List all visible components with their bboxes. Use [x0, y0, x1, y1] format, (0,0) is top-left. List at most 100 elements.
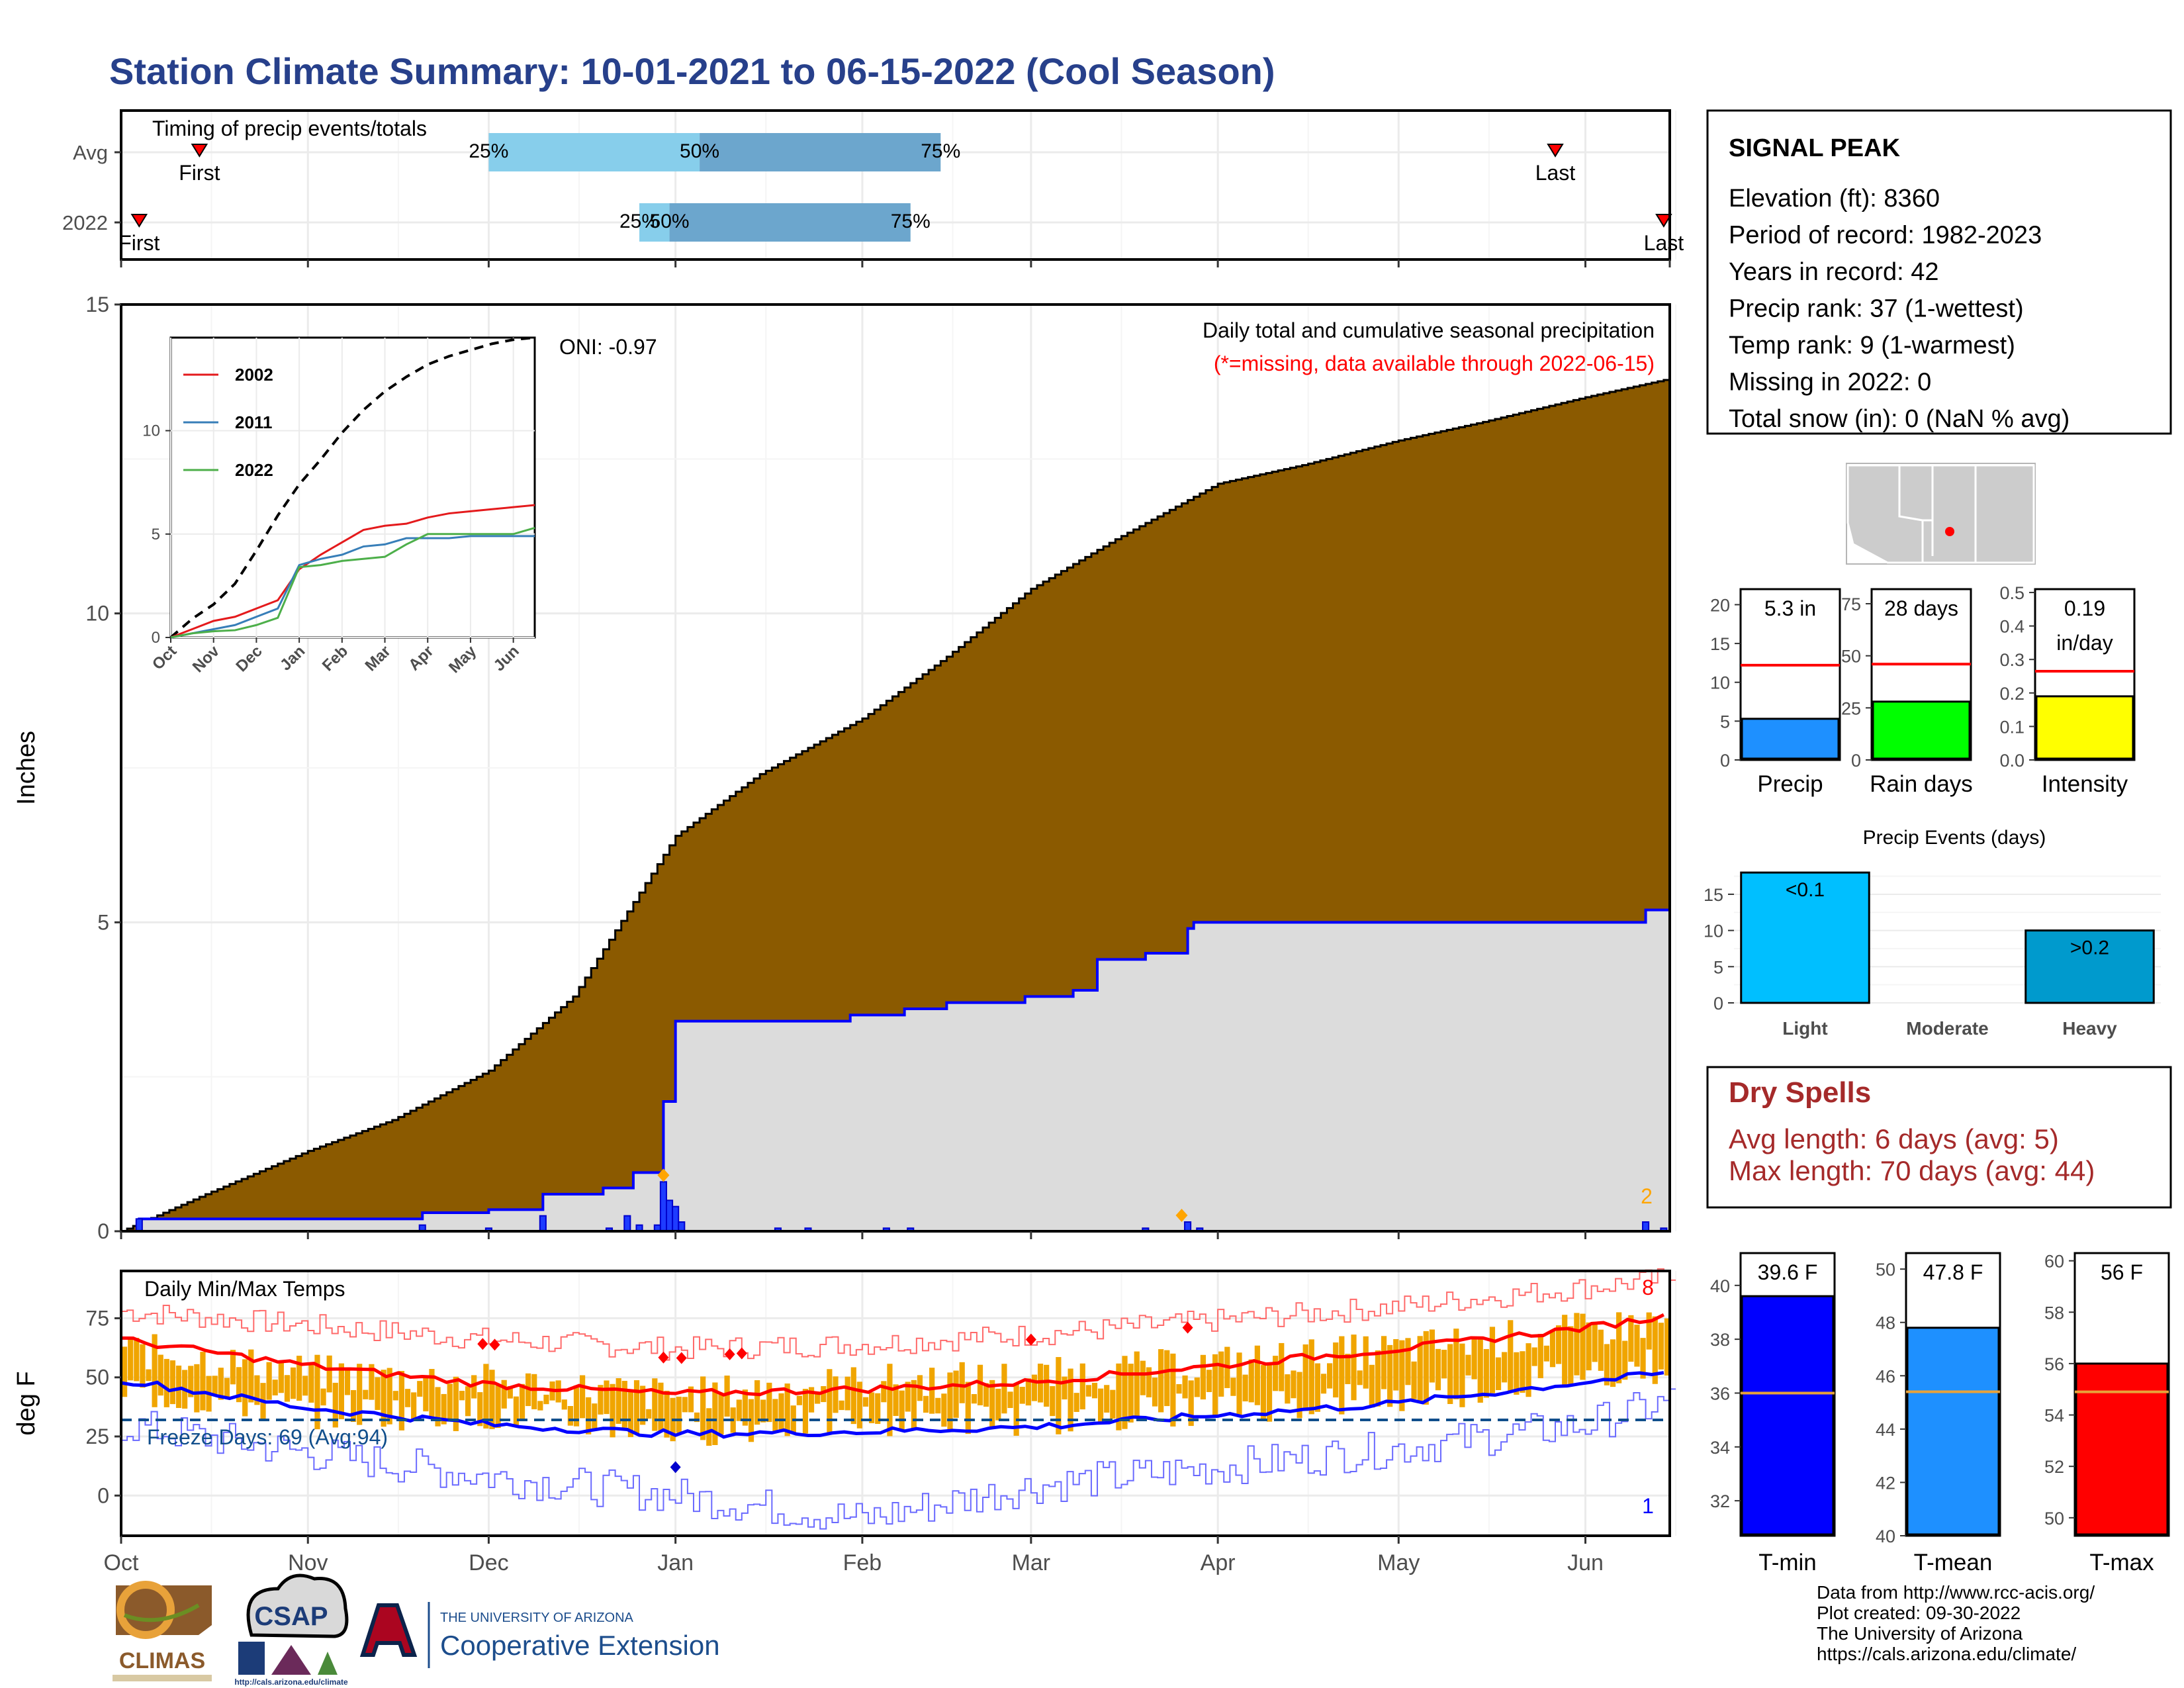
daily-temp-bar [1658, 1323, 1664, 1370]
daily-temp-bar [1405, 1338, 1411, 1385]
daily-temp-bar [1514, 1352, 1520, 1395]
temp-y-axis-title: deg F [13, 1371, 40, 1435]
daily-temp-bar [1495, 1357, 1502, 1390]
gauge-y-tick-label: 5 [1720, 712, 1730, 731]
daily-temp-bar [1050, 1386, 1056, 1417]
daily-temp-bar [742, 1389, 749, 1426]
precip-caption-note: (*=missing, data available through 2022-… [1214, 352, 1655, 375]
daily-temp-bar [1230, 1378, 1236, 1396]
events-bars: <0.1 >0.2 [1740, 871, 2155, 1004]
daily-temp-bar [989, 1380, 995, 1428]
daily-temp-bar [1013, 1383, 1019, 1436]
daily-temp-bar [543, 1394, 549, 1405]
daily-temp-bar [610, 1383, 615, 1438]
page-title: Station Climate Summary: 10-01-2021 to 0… [109, 50, 1275, 92]
daily-temp-bar [1537, 1334, 1543, 1378]
daily-temp-bar [1333, 1342, 1339, 1398]
temp-y-tick-label: 0 [97, 1483, 109, 1507]
daily-temp-bar [411, 1392, 417, 1419]
temp-gauge-y-tick-label: 60 [2044, 1252, 2064, 1272]
station-stat-line: Temp rank: 9 (1-warmest) [1729, 332, 2015, 359]
timing-pct-label: 75% [891, 211, 931, 232]
events-bar-label: <0.1 [1786, 879, 1825, 901]
daily-temp-bar [1453, 1329, 1459, 1399]
daily-temp-bar [200, 1352, 206, 1411]
gauge-y-tick-label: 10 [1710, 673, 1730, 693]
gauge-y-tick-label: 0.2 [1999, 684, 2025, 704]
daily-temp-bar [1441, 1350, 1447, 1379]
gauge-y-tick-label: 50 [1841, 647, 1861, 667]
daily-temp-bar [175, 1365, 182, 1408]
daily-temp-bar [694, 1412, 700, 1423]
daily-temp-bar [1110, 1389, 1116, 1419]
daily-temp-bar [1031, 1374, 1038, 1401]
station-stat-line: Total snow (in): 0 (NaN % avg) [1729, 405, 2070, 433]
daily-temp-bar [844, 1376, 850, 1411]
daily-temp-bar [971, 1393, 978, 1404]
month-tick-label: Apr [1201, 1550, 1236, 1575]
month-tick-label: Mar [1012, 1550, 1051, 1575]
daily-temp-bar [1652, 1316, 1658, 1384]
daily-temp-bar [1073, 1393, 1079, 1412]
daily-temp-bar [1206, 1370, 1212, 1392]
timing-bar-q1-Avg [488, 133, 700, 171]
extreme-precip-marker [1175, 1209, 1188, 1222]
daily-temp-bar [1562, 1315, 1568, 1385]
inset-line-2022 [170, 526, 535, 639]
daily-temp-bar [718, 1394, 724, 1435]
daily-temp-bar [875, 1393, 881, 1425]
daily-temp-bar [965, 1382, 971, 1434]
daily-temp-bar [507, 1385, 513, 1399]
temp-gauge-name: T-max [2089, 1550, 2154, 1575]
daily-temp-bar [1044, 1364, 1050, 1407]
daily-temp-bar [1525, 1343, 1531, 1397]
record-max-line [121, 1268, 1676, 1361]
inset-frame [169, 336, 536, 639]
timing-first-marker [191, 144, 208, 158]
daily-temp-bar [1182, 1375, 1188, 1399]
events-category-label: Heavy [2062, 1018, 2117, 1039]
daily-temp-bar [640, 1385, 646, 1425]
timing-last-label: Last [1644, 231, 1684, 255]
daily-temp-bar [1471, 1338, 1477, 1380]
station-stat-line: Elevation (ft): 8360 [1729, 185, 1940, 212]
gauge-y-tick-label: 0.3 [1999, 650, 2025, 670]
daily-temp-bar [592, 1403, 598, 1430]
average-max-line [120, 1313, 1665, 1397]
daily-temp-bar [1140, 1360, 1146, 1395]
daily-temp-bar [140, 1344, 146, 1388]
daily-temp-bar [1266, 1362, 1273, 1422]
extreme-count-label: 2 [1641, 1184, 1653, 1208]
daily-temp-bar [760, 1399, 766, 1423]
daily-temp-bar [266, 1362, 272, 1400]
temp-y-tick-label: 50 [85, 1366, 109, 1389]
csap-logo-text: CSAP [254, 1602, 328, 1631]
daily-temp-bar [1104, 1385, 1110, 1413]
daily-temp-bar [911, 1380, 917, 1430]
oni-label: ONI: -0.97 [559, 335, 657, 359]
record-high-marker [1182, 1321, 1193, 1334]
station-stat-line: Years in record: 42 [1729, 258, 1939, 286]
daily-temp-bar [1212, 1354, 1218, 1415]
timing-last-marker [1547, 144, 1564, 158]
gauge-bar-0 [1741, 718, 1840, 760]
daily-temp-bar [1483, 1348, 1489, 1398]
csap-cactus [318, 1652, 338, 1675]
daily-temp-bar [1200, 1354, 1206, 1400]
timing-last-marker [1655, 214, 1672, 228]
daily-temp-bar [338, 1363, 344, 1419]
inset-legend-label: 2022 [235, 460, 273, 480]
daily-temp-bar [1079, 1363, 1085, 1410]
gauge-name: Precip [1757, 771, 1823, 797]
daily-temp-bar [688, 1386, 694, 1413]
daily-temp-bar [495, 1385, 501, 1429]
daily-temp-bar [1531, 1347, 1537, 1366]
dry-spells-frame [1706, 1066, 2172, 1209]
temp-gauge-value: 47.8 F [1923, 1260, 1983, 1284]
daily-temp-bar [1363, 1336, 1369, 1389]
daily-temp-bar [1417, 1336, 1423, 1403]
inset-legend-label: 2011 [235, 412, 272, 432]
